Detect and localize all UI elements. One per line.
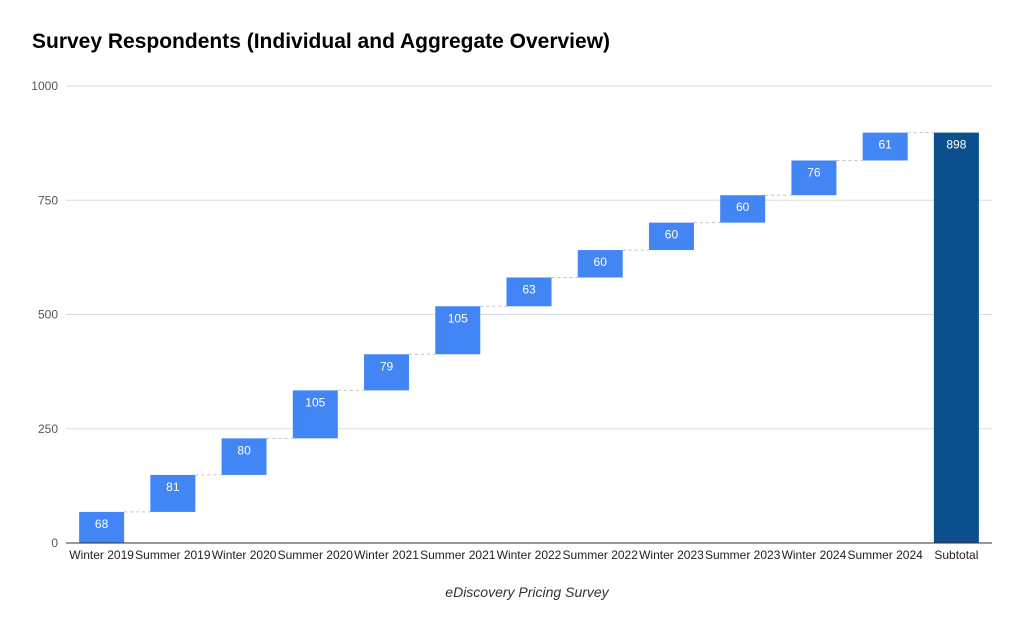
gridlines <box>66 85 992 430</box>
bar <box>577 250 623 278</box>
bar <box>506 277 552 307</box>
bar <box>150 474 196 512</box>
total-data-label: 898 <box>946 138 966 152</box>
x-tick-label: Winter 2022 <box>497 548 562 562</box>
x-axis-ticks: Winter 2019 Summer 2019 Winter 2020 Summer … <box>69 548 978 562</box>
data-label: 79 <box>380 359 394 373</box>
bar <box>292 390 338 439</box>
x-tick-label: Summer 2019 <box>135 548 211 562</box>
data-label: 60 <box>736 200 750 214</box>
bar <box>791 160 837 196</box>
y-axis-ticks: 0 250 500 750 1000 <box>31 79 58 550</box>
x-tick-label: Summer 2021 <box>420 548 496 562</box>
y-tick-label: 0 <box>51 536 58 550</box>
connector-lines <box>124 132 934 513</box>
x-tick-label: Winter 2019 <box>69 548 134 562</box>
x-tick-label: Winter 2021 <box>354 548 419 562</box>
x-tick-label: Winter 2020 <box>212 548 277 562</box>
x-tick-label: Summer 2022 <box>563 548 639 562</box>
bar <box>79 511 125 543</box>
x-tick-label: Winter 2023 <box>639 548 704 562</box>
y-tick-label: 250 <box>38 422 58 436</box>
data-label: 68 <box>95 517 109 531</box>
data-label: 63 <box>522 282 536 296</box>
x-axis-title: eDiscovery Pricing Survey <box>445 584 609 600</box>
data-label: 60 <box>665 228 679 242</box>
data-label: 105 <box>305 395 325 409</box>
data-label: 61 <box>878 138 892 152</box>
data-label: 60 <box>594 255 608 269</box>
bar <box>221 438 267 475</box>
bar <box>435 306 481 355</box>
x-tick-label: Winter 2024 <box>782 548 847 562</box>
chart-title: Survey Respondents (Individual and Aggre… <box>32 30 611 53</box>
y-tick-label: 1000 <box>31 79 58 93</box>
x-tick-label: Summer 2020 <box>278 548 354 562</box>
x-tick-label: Summer 2024 <box>847 548 923 562</box>
x-tick-label: Subtotal <box>934 548 978 562</box>
data-label: 76 <box>807 165 821 179</box>
bars <box>79 132 979 543</box>
data-labels: 68 81 80 105 79 105 63 60 60 60 76 61 898 <box>95 138 967 531</box>
bar <box>364 354 410 391</box>
data-label: 80 <box>237 443 251 457</box>
y-tick-label: 500 <box>38 308 58 322</box>
bar <box>862 132 908 161</box>
bar <box>720 195 766 223</box>
x-tick-label: Summer 2023 <box>705 548 781 562</box>
bar <box>648 222 694 251</box>
y-tick-label: 750 <box>38 193 58 207</box>
data-label: 105 <box>448 311 468 325</box>
data-label: 81 <box>166 480 180 494</box>
total-bar <box>933 132 979 543</box>
